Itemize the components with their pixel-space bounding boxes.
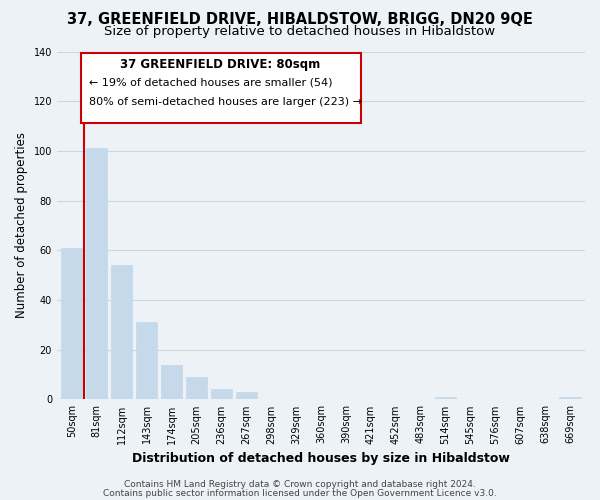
Bar	[136, 322, 157, 400]
FancyBboxPatch shape	[80, 53, 361, 123]
Bar	[559, 397, 581, 400]
Bar	[111, 265, 132, 400]
Bar	[161, 364, 182, 400]
Bar	[86, 148, 107, 400]
Bar	[186, 377, 207, 400]
Text: Contains HM Land Registry data © Crown copyright and database right 2024.: Contains HM Land Registry data © Crown c…	[124, 480, 476, 489]
Text: 37, GREENFIELD DRIVE, HIBALDSTOW, BRIGG, DN20 9QE: 37, GREENFIELD DRIVE, HIBALDSTOW, BRIGG,…	[67, 12, 533, 28]
Text: 80% of semi-detached houses are larger (223) →: 80% of semi-detached houses are larger (…	[89, 96, 362, 106]
X-axis label: Distribution of detached houses by size in Hibaldstow: Distribution of detached houses by size …	[132, 452, 510, 465]
Text: Size of property relative to detached houses in Hibaldstow: Size of property relative to detached ho…	[104, 25, 496, 38]
Text: 37 GREENFIELD DRIVE: 80sqm: 37 GREENFIELD DRIVE: 80sqm	[121, 58, 321, 71]
Y-axis label: Number of detached properties: Number of detached properties	[15, 132, 28, 318]
Text: ← 19% of detached houses are smaller (54): ← 19% of detached houses are smaller (54…	[89, 78, 332, 88]
Bar	[236, 392, 257, 400]
Bar	[211, 390, 232, 400]
Text: Contains public sector information licensed under the Open Government Licence v3: Contains public sector information licen…	[103, 488, 497, 498]
Bar	[61, 248, 82, 400]
Bar	[435, 397, 456, 400]
